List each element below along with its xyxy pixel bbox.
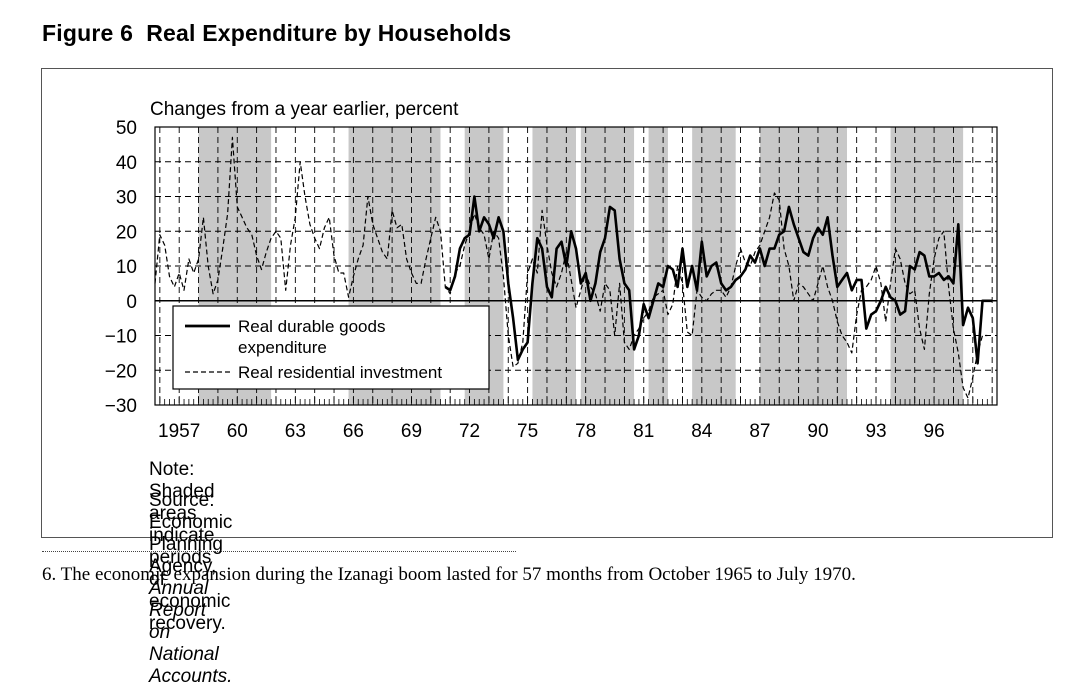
series-lines [154, 136, 993, 399]
residential-investment-line [154, 136, 988, 399]
y-tick-label: 50 [116, 118, 137, 139]
chart-source: Source: Economic Planning Agency, Annual… [149, 490, 232, 688]
chart-subtitle: Changes from a year earlier, percent [150, 99, 459, 120]
legend-box [172, 305, 490, 390]
x-tick-label: 84 [691, 421, 713, 442]
y-tick-label: 30 [116, 188, 137, 209]
footnote-text: 6. The economic expansion during the Iza… [42, 564, 856, 585]
y-tick-label: 40 [116, 153, 137, 174]
y-tick-label: 20 [116, 222, 137, 243]
y-tick-label: −10 [105, 327, 137, 348]
y-tick-label: 10 [116, 257, 137, 278]
axes: 50 40 30 20 10 0 −10 −20 −30 1957 60 63 66 69 72 75 78 81… [105, 118, 998, 442]
x-tick-label: 66 [343, 421, 364, 442]
x-tick-label: 75 [517, 421, 538, 442]
legend-label-residential: Real residential investment [238, 363, 442, 382]
source-title: Annual Report on National Accounts. [149, 578, 233, 687]
x-tick-label: 90 [807, 421, 828, 442]
x-tick-label: 60 [227, 421, 248, 442]
x-tick-label: 69 [401, 421, 422, 442]
y-tick-label: −30 [105, 396, 137, 417]
y-tick-label: −20 [105, 361, 137, 382]
footnote-divider [42, 551, 516, 552]
figure-title: Figure 6 Real Expenditure by Households [42, 20, 512, 46]
x-tick-label: 93 [865, 421, 886, 442]
x-tick-label: 96 [924, 421, 945, 442]
legend-label-durable: Real durable goods expenditure [238, 317, 385, 357]
durable-goods-line [444, 195, 993, 365]
chart-frame: 50 40 30 20 10 0 −10 −20 −30 1957 60 63 66 69 72 75 78 81… [41, 68, 1053, 687]
source-prefix: Source: Economic Planning Agency, [149, 490, 233, 577]
line-chart: 50 40 30 20 10 0 −10 −20 −30 1957 60 63 66 69 72 75 78 81… [105, 99, 998, 442]
shaded-period-7 [759, 127, 847, 405]
x-tick-label: 78 [575, 421, 596, 442]
x-tick-label: 72 [459, 421, 480, 442]
x-tick-label: 81 [633, 421, 654, 442]
x-tick-label: 87 [749, 421, 770, 442]
x-tick-label: 1957 [158, 421, 200, 442]
x-tick-label: 63 [285, 421, 306, 442]
legend: Real durable goods expenditure Real reside… [172, 305, 490, 390]
y-tick-label: 0 [126, 292, 137, 313]
plot-border [154, 126, 998, 406]
